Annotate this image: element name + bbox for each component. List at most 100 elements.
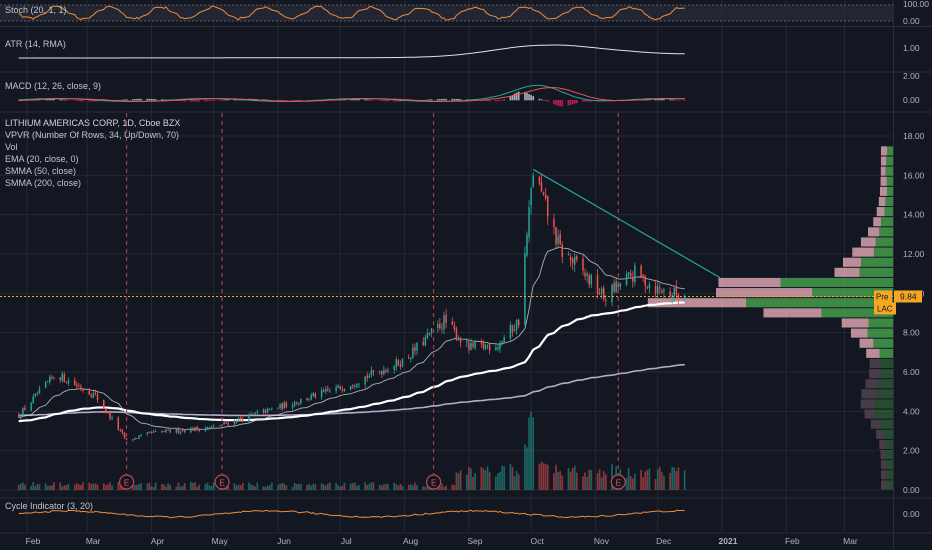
macd-histogram-bar: [78, 100, 80, 102]
candle-body: [515, 319, 518, 331]
macd-histogram-bar: [387, 100, 389, 102]
stoch-legend: Stoch (20, 1, 1): [5, 5, 67, 15]
volume-bar: [457, 473, 460, 490]
macd-histogram-bar: [486, 100, 489, 102]
candle-body: [426, 333, 429, 338]
candle-body: [148, 431, 151, 433]
volume-bar: [190, 482, 192, 490]
candle-body: [204, 428, 207, 431]
candle-body: [271, 408, 273, 410]
candle-body: [495, 347, 497, 351]
volume-bar: [677, 467, 680, 490]
earnings-marker-label: E: [431, 479, 436, 488]
volume-bar: [161, 484, 163, 490]
candle-body: [165, 429, 167, 432]
macd-histogram-bar: [131, 99, 134, 101]
volume-bar: [395, 484, 398, 490]
time-axis-label: 2021: [719, 536, 738, 546]
vp-row-up: [886, 156, 893, 166]
vp-row-down: [864, 409, 876, 419]
candle-body: [196, 426, 198, 430]
price-tick-label: 0.00: [903, 485, 920, 495]
smma50-legend: SMMA (50, close): [5, 166, 77, 176]
macd-histogram-bar: [194, 100, 196, 102]
macd-histogram-bar: [677, 100, 680, 101]
vp-row-up: [879, 227, 893, 237]
candle-body: [146, 432, 149, 435]
volume-bar: [146, 483, 149, 490]
macd-histogram-bar: [459, 99, 462, 101]
volume-bar: [511, 466, 514, 490]
candle-body: [474, 342, 476, 348]
volume-bar: [324, 485, 327, 490]
candle-body: [553, 219, 555, 228]
vp-row-down: [876, 429, 884, 439]
candle-body: [300, 398, 302, 404]
candle-body: [567, 254, 570, 256]
volume-bar: [148, 482, 151, 490]
volume-bar: [140, 483, 142, 490]
macd-histogram-bar: [658, 98, 661, 101]
candle-body: [291, 405, 294, 408]
candle-body: [675, 286, 678, 296]
vp-row-up: [886, 470, 893, 480]
candle-body: [167, 429, 169, 431]
candle-body: [387, 370, 389, 372]
macd-histogram-bar: [192, 100, 194, 102]
volume-bar: [183, 483, 186, 490]
candle-body: [281, 403, 283, 409]
stoch-tick-label: 0.00: [903, 16, 920, 26]
volume-bar: [370, 482, 373, 490]
macd-histogram-bar: [210, 100, 213, 101]
volume-bar: [169, 484, 171, 490]
candle-body: [559, 233, 561, 245]
vp-row-down: [880, 156, 887, 166]
volume-bar: [542, 463, 545, 490]
macd-histogram-bar: [455, 98, 458, 101]
macd-histogram-bar: [530, 95, 532, 101]
volume-bar: [353, 482, 356, 490]
volume-bar: [266, 485, 269, 490]
candle-body: [659, 287, 661, 289]
macd-histogram-bar: [190, 100, 192, 102]
candle-body: [322, 390, 325, 392]
candle-body: [364, 376, 366, 385]
volume-bar: [546, 464, 549, 490]
time-axis-label: Dec: [656, 536, 672, 546]
vp-row-up: [885, 196, 893, 207]
vp-row-down: [869, 358, 881, 369]
vp-row-up: [861, 257, 893, 267]
vp-row-up: [884, 207, 893, 217]
macd-histogram-bar: [378, 100, 381, 101]
vp-row-up: [877, 389, 893, 399]
volume-bar: [73, 484, 76, 490]
macd-histogram-bar: [73, 100, 76, 101]
vp-row-down: [880, 460, 887, 470]
volume-bar: [80, 484, 82, 490]
candle-body: [310, 394, 312, 400]
volume-bar: [196, 486, 198, 490]
volume-bar: [254, 486, 257, 490]
candle-body: [401, 358, 404, 366]
macd-histogram-bar: [223, 99, 225, 101]
macd-histogram-bar: [511, 95, 514, 101]
volume-bar: [343, 482, 346, 490]
macd-histogram-bar: [441, 98, 443, 101]
volume-bar: [237, 484, 240, 490]
candle-body: [30, 402, 32, 411]
candle-body: [46, 381, 49, 383]
macd-histogram-bar: [397, 100, 400, 102]
volume-bars: [17, 411, 686, 490]
macd-histogram-bar: [368, 99, 371, 101]
candle-body: [250, 414, 252, 415]
volume-bar: [96, 484, 99, 490]
candle-body: [677, 294, 680, 299]
candle-body: [285, 402, 288, 408]
macd-histogram-bar: [94, 100, 97, 102]
volume-bar: [654, 478, 657, 490]
volume-bar: [279, 483, 281, 490]
candle-body: [526, 234, 528, 256]
candle-body: [351, 385, 354, 387]
candle-body: [661, 290, 663, 293]
